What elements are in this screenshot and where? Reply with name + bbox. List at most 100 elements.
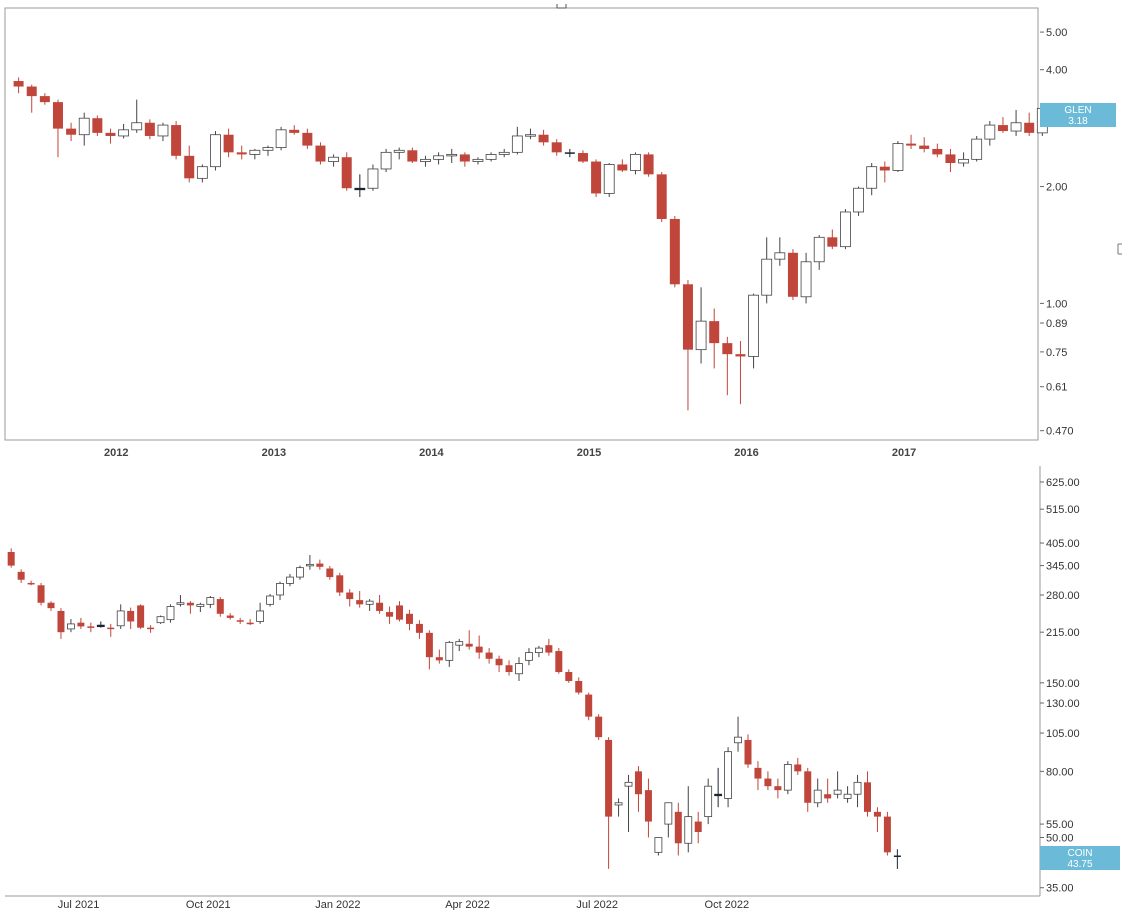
glen-candle [131,99,143,133]
coin-candle [256,602,265,624]
glen-y-tick-label: 0.75 [1046,347,1067,359]
glen-candle [144,119,155,140]
glen-candle [1010,109,1022,136]
glen-candle [827,229,838,250]
coin-candle [87,622,95,633]
coin-candle [435,649,443,664]
glen-candle-body [735,354,746,357]
coin-candle [704,778,713,825]
coin-candle-body [246,622,254,625]
coin-candle-body [156,616,165,624]
glen-candle [603,162,615,197]
glen-y-tick-label: 1.00 [1046,298,1067,310]
coin-candle-body [704,785,713,818]
glen-badge-price: 3.18 [1068,116,1088,127]
coin-candle [714,767,723,808]
coin-candle-body [873,811,881,817]
coin-y-tick-label: 215.00 [1046,627,1080,639]
coin-candle [206,595,215,609]
coin-y-tick-label: 35.00 [1046,883,1074,895]
glen-candle-body [210,134,221,168]
glen-candle [92,115,103,136]
glen-candle [787,249,798,301]
coin-x-tick-label: Apr 2022 [445,899,490,910]
coin-candle [266,593,274,607]
coin-candle-body [425,632,433,658]
glen-candle-body [275,129,287,148]
coin-candle-body [754,767,762,779]
glen-candle [617,159,628,173]
glen-candle [341,152,352,191]
coin-y-tick-label: 105.00 [1046,728,1080,740]
glen-candle-body [157,124,169,137]
glen-candle-body [433,155,444,160]
coin-candle [246,619,254,626]
coin-y-tick-label: 515.00 [1046,504,1080,516]
coin-candle [137,604,145,629]
coin-candle [346,589,354,607]
coin-candle [853,774,862,808]
coin-candle [77,617,85,629]
glen-candle [551,139,562,156]
glen-last-price-badge: GLEN 3.18 [1040,103,1116,127]
coin-candle-body [236,620,244,622]
glen-candle-body [656,174,667,219]
glen-candle-body [603,164,615,194]
coin-candle-body [455,641,464,646]
coin-candle [585,692,593,721]
coin-candle-body [813,789,822,804]
coin-candle-body [77,622,85,627]
coin-candle [535,645,543,658]
coin-candle [734,716,742,752]
glen-candle [485,152,497,162]
coin-candle-body [286,576,294,584]
coin-candle [276,581,284,601]
glen-candle-body [564,152,575,154]
glen-candle-body [813,236,825,263]
coin-candle-body [27,582,35,585]
coin-candle-body [47,602,55,609]
glen-candle [498,148,510,158]
coin-candle-body [654,837,663,853]
coin-candle-body [147,627,155,630]
glen-candle [577,150,588,163]
glen-candle [171,121,182,160]
glen-candle [591,159,602,197]
glen-candle-body [341,157,352,189]
glen-candle [958,152,969,167]
coin-y-tick-label: 405.00 [1046,538,1080,550]
coin-candle [664,802,673,838]
glen-chart-panel[interactable]: 5.004.003.002.001.000.890.750.610.470 20… [4,4,1122,459]
glen-x-tick-label: 2013 [262,447,286,459]
glen-candle [118,123,130,139]
glen-candle-body [105,132,116,136]
glen-candle [184,145,195,183]
glen-y-tick-label: 4.00 [1046,65,1067,77]
glen-candle [223,128,234,158]
glen-candle [643,152,654,177]
coin-chart-panel[interactable]: 625.00 515.00 405.00 345.00 280.00 215.00 150.… [5,466,1120,910]
glen-x-tick-label: 2012 [104,447,128,459]
coin-candle-body [296,567,304,578]
glen-candle-body [289,129,300,133]
coin-candle [107,623,115,637]
glen-y-tick-label: 5.00 [1046,27,1067,39]
coin-candle [365,599,374,611]
coin-candle [525,648,533,666]
coin-candle [694,811,702,844]
glen-candle [722,336,733,396]
coin-candle-body [376,602,384,611]
glen-candle-body [932,148,943,155]
coin-candle [7,548,15,568]
coin-candle [216,597,224,617]
glen-candle-body [827,237,838,247]
coin-candle-body [196,603,205,607]
glen-candle-body [892,143,904,171]
glen-candle-body [472,158,484,162]
glen-candle [932,143,943,158]
coin-last-price-badge: COIN 43.75 [1040,846,1120,870]
coin-candle-body [37,585,45,603]
glen-candle-body [52,102,63,129]
glen-x-tick-label: 2015 [577,447,601,459]
